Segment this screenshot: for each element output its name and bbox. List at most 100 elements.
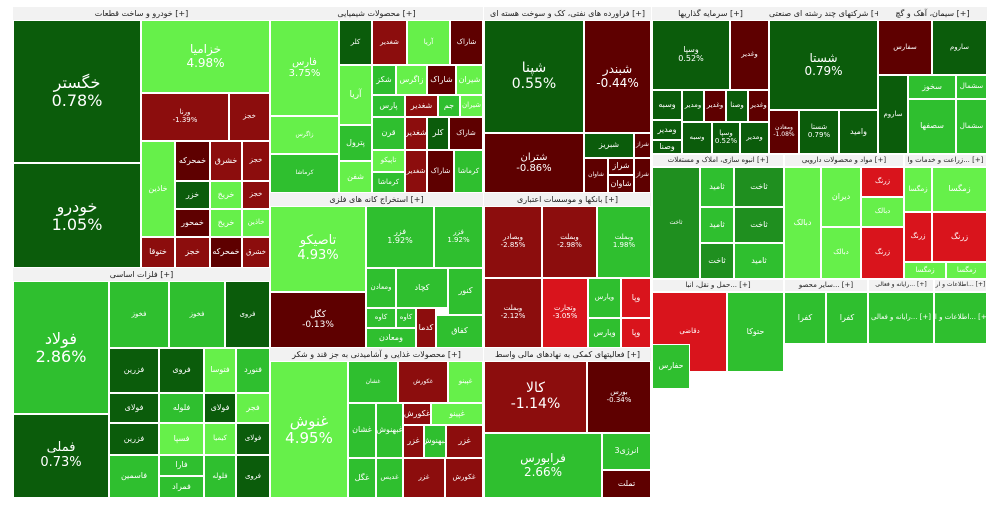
stock-tile[interactable]: فارس 3.75% — [270, 20, 339, 116]
stock-tile[interactable]: غنوش 4.95% — [270, 361, 348, 498]
stock-tile[interactable]: ویارس — [588, 278, 621, 318]
stock-tile[interactable]: فولاد 2.86% — [13, 281, 109, 414]
section-title[interactable]: محصولات غذایی و آشامیدنی به جز قند و شکر… — [270, 348, 483, 361]
stock-tile[interactable]: فخوز — [169, 281, 225, 348]
stock-tile[interactable]: وصنا — [726, 90, 748, 122]
stock-tile[interactable]: سشمال — [956, 99, 987, 154]
stock-tile[interactable]: سفارس — [878, 20, 932, 75]
stock-tile[interactable]: اطلاعات و ار... [+] — [934, 279, 987, 292]
stock-tile[interactable]: ثاخت — [652, 167, 700, 279]
stock-tile[interactable]: انرژی3 — [602, 433, 651, 470]
stock-tile[interactable]: شتران -0.86% — [484, 133, 584, 193]
stock-tile[interactable]: فزرین — [109, 423, 159, 455]
stock-tile[interactable]: پترول — [339, 125, 372, 161]
stock-tile[interactable]: شغدیر — [372, 20, 407, 65]
stock-tile[interactable]: خمحرکه — [210, 237, 242, 268]
stock-tile[interactable]: خجز — [242, 181, 270, 209]
stock-tile[interactable]: شغدیر — [405, 150, 427, 193]
stock-tile[interactable]: شاراک — [427, 65, 456, 95]
stock-tile[interactable]: بورس -0.34% — [587, 361, 651, 433]
stock-tile[interactable]: کالا -1.14% — [484, 361, 587, 433]
stock-tile[interactable]: وپا — [621, 318, 651, 348]
stock-tile[interactable]: خگستر 0.78% — [13, 20, 141, 163]
stock-tile[interactable]: مواد و محصولات دارویی [+] — [784, 154, 904, 167]
stock-tile[interactable]: کچاد — [396, 268, 448, 308]
stock-tile[interactable]: زمگسا — [946, 262, 987, 279]
stock-tile[interactable]: ومدیر — [682, 90, 704, 122]
stock-tile[interactable]: فارا — [159, 455, 204, 476]
stock-tile[interactable]: وسبه — [682, 122, 712, 154]
stock-tile[interactable]: کلر — [339, 20, 372, 65]
section-title[interactable]: فراورده های نفتی، کک و سوخت هسته ای [+] — [484, 7, 651, 20]
stock-tile[interactable]: سشمال — [956, 75, 987, 99]
stock-tile[interactable]: غزر — [403, 458, 445, 498]
stock-tile[interactable]: فنورد — [236, 348, 270, 393]
stock-tile[interactable]: فروی — [225, 281, 270, 348]
stock-tile[interactable]: شبریز — [584, 133, 634, 158]
stock-tile[interactable]: غبهنوش — [376, 403, 403, 458]
stock-tile[interactable]: حمل و نقل، انبا... [+] — [652, 279, 784, 292]
stock-tile[interactable]: حتوکا — [727, 292, 784, 372]
stock-tile[interactable]: قرن — [372, 117, 405, 150]
stock-tile[interactable]: دیران — [821, 167, 861, 227]
stock-tile[interactable]: غدیس — [376, 458, 403, 498]
stock-tile[interactable]: غپینو — [448, 361, 483, 403]
stock-tile[interactable]: اطلاعات و ار... [+] — [934, 292, 987, 344]
stock-tile[interactable]: فولای — [109, 393, 159, 423]
stock-tile[interactable]: ثاخت — [734, 167, 784, 207]
stock-tile[interactable]: رایانه و فعالی... [+] — [868, 292, 934, 344]
stock-tile[interactable]: ثامید — [700, 207, 734, 243]
stock-tile[interactable]: شغدیر — [405, 117, 427, 150]
stock-tile[interactable]: غکورش — [445, 458, 483, 498]
stock-tile[interactable]: وغدیر — [704, 90, 726, 122]
stock-tile[interactable]: شفن — [339, 161, 372, 193]
stock-tile[interactable]: فرابورس 2.66% — [484, 433, 602, 498]
stock-tile[interactable]: وامید — [839, 110, 878, 154]
stock-tile[interactable]: جم — [438, 95, 460, 117]
stock-tile[interactable]: فمراد — [159, 476, 204, 498]
stock-tile[interactable]: غزر — [446, 425, 483, 458]
section-title[interactable]: خودرو و ساخت قطعات [+] — [13, 7, 270, 20]
stock-tile[interactable]: زرنگ — [861, 227, 904, 279]
stock-tile[interactable]: شستا 0.79% — [799, 110, 839, 154]
stock-tile[interactable]: وپا — [621, 278, 651, 318]
stock-tile[interactable]: کدما — [416, 308, 436, 348]
stock-tile[interactable]: فولای — [236, 423, 270, 455]
stock-tile[interactable]: شبندر -0.44% — [584, 20, 651, 133]
stock-tile[interactable]: ورنا -1.39% — [141, 93, 229, 141]
stock-tile[interactable]: شراز — [608, 158, 634, 175]
stock-tile[interactable]: خزامیا 4.98% — [141, 20, 270, 93]
stock-tile[interactable]: فتوسا — [204, 348, 236, 393]
stock-tile[interactable]: ومعادن — [366, 268, 396, 308]
stock-tile[interactable]: زمگسا — [932, 167, 987, 212]
stock-tile[interactable]: شیران — [460, 95, 483, 117]
stock-tile[interactable]: وسبه — [652, 90, 682, 120]
stock-tile[interactable]: وبملت -2.12% — [484, 278, 542, 348]
stock-tile[interactable]: وبملت 1.98% — [597, 206, 651, 278]
stock-tile[interactable]: ثامید — [734, 243, 784, 279]
stock-tile[interactable]: کنور — [448, 268, 483, 315]
stock-tile[interactable]: سصفها — [908, 99, 956, 154]
stock-tile[interactable]: زمگسا — [904, 167, 932, 212]
stock-tile[interactable]: خودرو 1.05% — [13, 163, 141, 268]
stock-tile[interactable]: غکورش — [403, 403, 431, 425]
stock-tile[interactable]: ومدیر — [652, 120, 682, 140]
section-title[interactable]: فعالیتهای کمکی به نهادهای مالی واسط [+] — [484, 348, 651, 361]
stock-tile[interactable]: ساروم — [932, 20, 987, 75]
stock-tile[interactable]: غپینو — [431, 403, 483, 425]
stock-tile[interactable]: خزر — [175, 181, 210, 209]
section-title[interactable]: فلزات اساسی [+] — [13, 268, 270, 281]
stock-tile[interactable]: شاراک — [450, 20, 483, 65]
stock-tile[interactable]: ثامید — [700, 167, 734, 207]
stock-tile[interactable]: خمحور — [175, 209, 210, 237]
stock-tile[interactable]: وسپا 0.52% — [652, 20, 730, 90]
stock-tile[interactable]: شاوان — [608, 175, 634, 193]
stock-tile[interactable]: وغدیر — [748, 90, 769, 122]
stock-tile[interactable]: رایانه و فعالی... [+] — [868, 279, 934, 292]
stock-tile[interactable]: فخوز — [109, 281, 169, 348]
stock-tile[interactable]: پارس — [372, 95, 405, 117]
stock-tile[interactable]: زرنگ — [861, 167, 904, 197]
stock-tile[interactable]: شاراک — [427, 150, 454, 193]
stock-tile[interactable]: ومدیر — [740, 122, 769, 154]
stock-tile[interactable]: شکز — [372, 65, 396, 95]
